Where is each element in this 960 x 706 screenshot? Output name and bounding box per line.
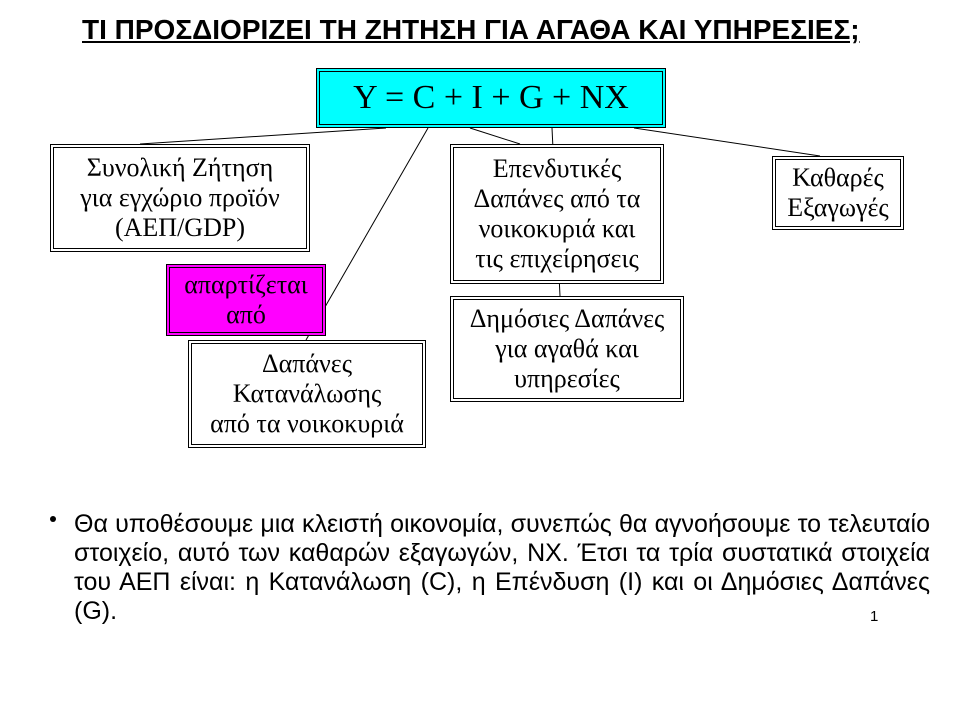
box-consumption-text: ΔαπάνεςΚατανάλωσηςαπό τα νοικοκυριά <box>204 347 410 441</box>
bullet-dot-icon <box>50 516 56 522</box>
box-made-of: απαρτίζεταιαπό <box>166 264 326 336</box>
box-exports: ΚαθαρέςΕξαγωγές <box>772 156 904 230</box>
box-gov: Δημόσιες Δαπάνεςγια αγαθά καιυπηρεσίες <box>450 296 684 402</box>
bullet-text: Θα υποθέσουμε μια κλειστή οικονομία, συν… <box>74 510 930 626</box>
page-title: ΤΙ ΠΡΟΣΔΙΟΡΙΖΕΙ ΤΗ ΖΗΤΗΣΗ ΓΙΑ ΑΓΑΘΑ ΚΑΙ … <box>82 14 860 46</box>
page-number: 1 <box>870 608 878 625</box>
equation-text: Y = C + I + G + NX <box>347 76 635 119</box>
equation-box: Y = C + I + G + NX <box>316 68 666 128</box>
box-gdp-text: Συνολική Ζήτησηγια εγχώριο προϊόν(ΑΕΠ/GD… <box>74 151 285 245</box>
box-consumption: ΔαπάνεςΚατανάλωσηςαπό τα νοικοκυριά <box>188 340 426 448</box>
box-made-of-text: απαρτίζεταιαπό <box>178 268 314 332</box>
bullet-paragraph: Θα υποθέσουμε μια κλειστή οικονομία, συν… <box>50 510 930 626</box>
box-gdp: Συνολική Ζήτησηγια εγχώριο προϊόν(ΑΕΠ/GD… <box>50 144 310 252</box>
box-investment: ΕπενδυτικέςΔαπάνες από τανοικοκυριά καιτ… <box>450 144 664 284</box>
box-investment-text: ΕπενδυτικέςΔαπάνες από τανοικοκυριά καιτ… <box>468 152 647 276</box>
box-exports-text: ΚαθαρέςΕξαγωγές <box>781 161 894 225</box>
box-gov-text: Δημόσιες Δαπάνεςγια αγαθά καιυπηρεσίες <box>464 302 671 396</box>
